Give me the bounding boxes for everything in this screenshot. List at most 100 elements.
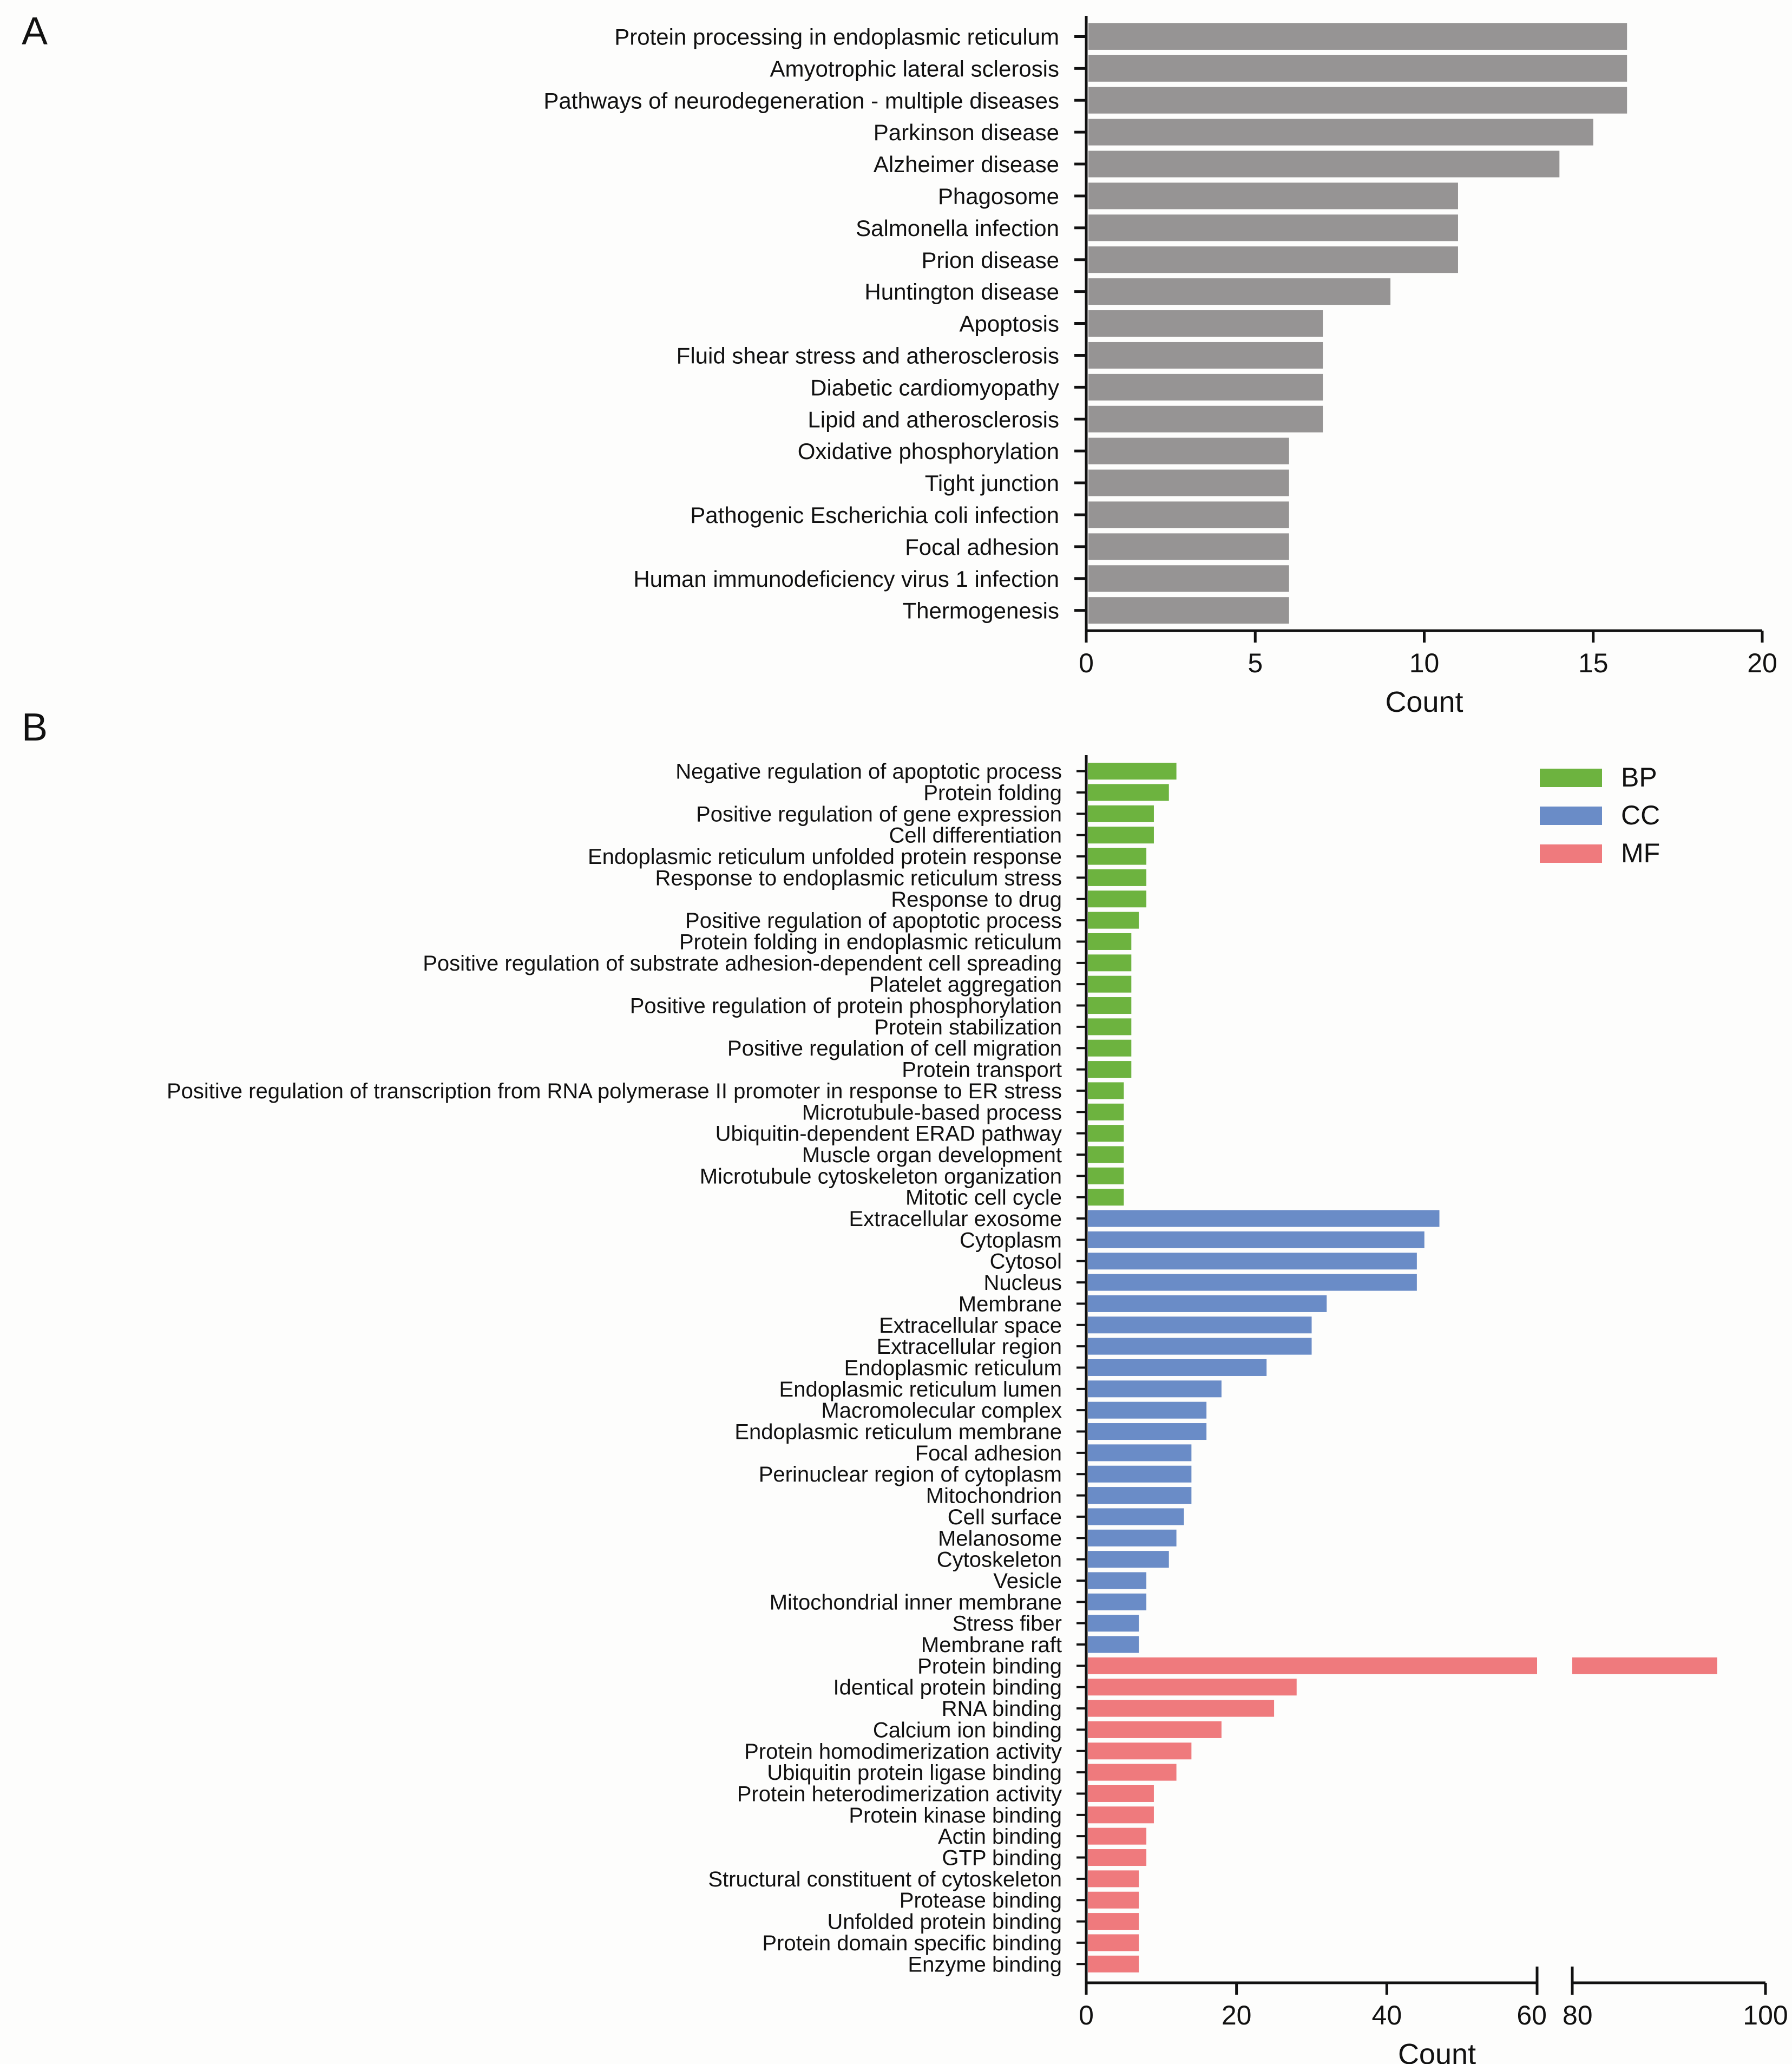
- category-label-a-18: Thermogenesis: [903, 598, 1059, 624]
- category-label-a-14: Tight junction: [925, 470, 1059, 496]
- category-label-mf-7: Protein kinase binding: [849, 1804, 1062, 1827]
- category-label-bp-14: Protein transport: [902, 1058, 1062, 1082]
- category-label-cc-16: Cytoskeleton: [937, 1548, 1062, 1572]
- bar-a-1: [1088, 55, 1627, 82]
- category-label-bp-12: Protein stabilization: [874, 1015, 1062, 1039]
- bar-cc-11: [1088, 1444, 1192, 1462]
- legend-swatch-cc: [1540, 807, 1602, 825]
- bar-mf-4: [1088, 1742, 1192, 1760]
- x-tick-label-b-1: 20: [1222, 2000, 1252, 2030]
- category-label-a-1: Amyotrophic lateral sclerosis: [770, 56, 1059, 81]
- x-axis-title-a: Count: [1385, 686, 1463, 718]
- category-label-a-8: Huntington disease: [864, 279, 1059, 305]
- bar-cc-18: [1088, 1593, 1147, 1610]
- bar-mf-12: [1088, 1913, 1139, 1930]
- category-label-cc-15: Melanosome: [938, 1526, 1062, 1550]
- bar-a-13: [1088, 437, 1289, 464]
- category-label-mf-5: Ubiquitin protein ligase binding: [767, 1761, 1062, 1785]
- category-label-bp-4: Endoplasmic reticulum unfolded protein r…: [588, 845, 1062, 869]
- bar-cc-6: [1088, 1338, 1312, 1355]
- bar-mf-14: [1088, 1955, 1139, 1973]
- category-label-bp-13: Positive regulation of cell migration: [727, 1037, 1062, 1060]
- bar-mf-5: [1088, 1764, 1177, 1781]
- bar-bp-11: [1088, 997, 1132, 1014]
- bar-bp-18: [1088, 1146, 1124, 1163]
- category-label-cc-11: Focal adhesion: [915, 1441, 1062, 1465]
- bar-a-2: [1088, 87, 1627, 114]
- bar-cc-4: [1088, 1295, 1327, 1312]
- bar-mf-8: [1088, 1827, 1147, 1845]
- category-label-bp-3: Cell differentiation: [889, 824, 1062, 848]
- category-label-bp-15: Positive regulation of transcription fro…: [167, 1079, 1062, 1103]
- bar-a-11: [1088, 374, 1323, 401]
- bar-a-17: [1088, 565, 1289, 592]
- bar-mf-1: [1088, 1679, 1297, 1696]
- category-label-a-17: Human immunodeficiency virus 1 infection: [633, 566, 1059, 592]
- category-label-cc-13: Mitochondrion: [926, 1484, 1062, 1508]
- bar-bp-3: [1088, 827, 1154, 844]
- category-label-a-10: Fluid shear stress and atherosclerosis: [677, 343, 1059, 368]
- x-tick-label-b-2: 40: [1372, 2000, 1402, 2030]
- bar-bp-16: [1088, 1103, 1124, 1121]
- category-label-cc-1: Cytoplasm: [960, 1228, 1062, 1252]
- category-label-cc-0: Extracellular exosome: [849, 1207, 1062, 1231]
- bar-mf-3: [1088, 1721, 1222, 1738]
- bar-a-18: [1088, 597, 1289, 624]
- bar-cc-15: [1088, 1529, 1177, 1547]
- bar-mf-10: [1088, 1870, 1139, 1888]
- category-label-a-9: Apoptosis: [960, 311, 1059, 337]
- category-label-a-0: Protein processing in endoplasmic reticu…: [614, 24, 1059, 49]
- category-label-mf-4: Protein homodimerization activity: [744, 1740, 1062, 1764]
- bar-a-9: [1088, 310, 1323, 337]
- category-label-bp-5: Response to endoplasmic reticulum stress: [655, 866, 1062, 890]
- x-tick-label-a-2: 10: [1409, 648, 1440, 678]
- bar-mf-0-left: [1088, 1657, 1537, 1674]
- category-label-bp-10: Platelet aggregation: [869, 973, 1062, 997]
- category-label-cc-14: Cell surface: [948, 1505, 1062, 1529]
- chart-a: Protein processing in endoplasmic reticu…: [543, 16, 1777, 718]
- category-label-cc-2: Cytosol: [990, 1250, 1062, 1274]
- bar-cc-16: [1088, 1551, 1169, 1568]
- bar-cc-2: [1088, 1253, 1417, 1270]
- bar-mf-0-right: [1572, 1657, 1717, 1674]
- category-label-bp-18: Muscle organ development: [802, 1143, 1062, 1167]
- bar-cc-1: [1088, 1231, 1425, 1248]
- category-label-mf-1: Identical protein binding: [833, 1676, 1062, 1700]
- bar-bp-15: [1088, 1082, 1124, 1099]
- category-label-a-16: Focal adhesion: [905, 534, 1059, 560]
- category-label-bp-6: Response to drug: [891, 888, 1062, 912]
- bar-cc-5: [1088, 1316, 1312, 1334]
- category-label-mf-2: RNA binding: [942, 1697, 1062, 1721]
- bar-mf-11: [1088, 1891, 1139, 1909]
- category-label-cc-18: Mitochondrial inner membrane: [770, 1590, 1062, 1614]
- bar-cc-9: [1088, 1401, 1207, 1419]
- x-tick-label-b-3: 60: [1517, 2000, 1547, 2030]
- bar-bp-6: [1088, 890, 1147, 908]
- category-label-mf-8: Actin binding: [938, 1825, 1062, 1849]
- x-tick-label-a-1: 5: [1248, 648, 1263, 678]
- category-label-bp-7: Positive regulation of apoptotic process: [685, 909, 1062, 933]
- category-label-cc-12: Perinuclear region of cytoplasm: [759, 1463, 1062, 1486]
- chart-b: Negative regulation of apoptotic process…: [167, 755, 1788, 2064]
- bar-a-6: [1088, 214, 1458, 241]
- bar-bp-1: [1088, 784, 1169, 801]
- bar-a-8: [1088, 278, 1391, 305]
- legend-swatch-bp: [1540, 769, 1602, 787]
- bar-bp-4: [1088, 848, 1147, 865]
- bar-a-7: [1088, 246, 1458, 273]
- bar-a-3: [1088, 119, 1593, 146]
- category-label-cc-9: Macromolecular complex: [821, 1399, 1062, 1423]
- category-label-mf-9: GTP binding: [942, 1846, 1062, 1870]
- category-label-cc-19: Stress fiber: [953, 1612, 1062, 1636]
- bar-bp-2: [1088, 805, 1154, 822]
- category-label-cc-17: Vesicle: [993, 1569, 1062, 1593]
- category-label-a-6: Salmonella infection: [856, 215, 1059, 241]
- category-label-bp-16: Microtubule-based process: [802, 1100, 1062, 1124]
- category-label-a-5: Phagosome: [938, 184, 1059, 209]
- x-tick-label-b-5: 100: [1743, 2000, 1788, 2030]
- bar-a-12: [1088, 405, 1323, 433]
- category-label-bp-0: Negative regulation of apoptotic process: [675, 760, 1062, 784]
- category-label-mf-14: Enzyme binding: [908, 1952, 1062, 1976]
- category-label-a-4: Alzheimer disease: [874, 152, 1059, 177]
